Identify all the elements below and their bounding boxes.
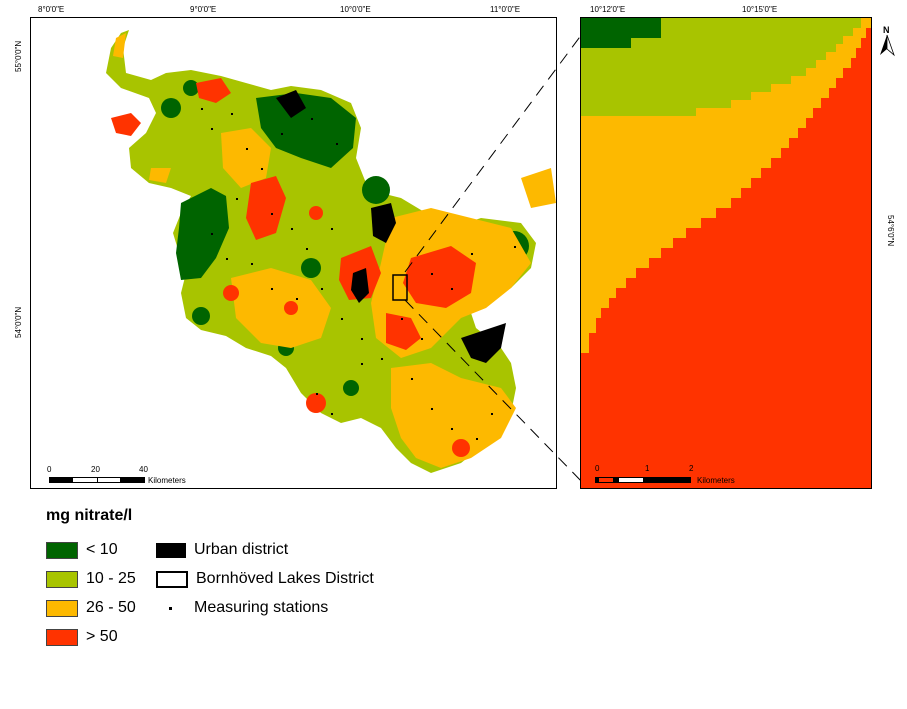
legend-item-26-50: 26 - 50 xyxy=(46,599,136,617)
lon-tick-10e: 10°0'0"E xyxy=(340,5,371,14)
main-scale-unit: Kilometers xyxy=(148,476,186,485)
urban-flensburg xyxy=(276,90,306,118)
measuring-stations xyxy=(201,108,516,440)
legend-swatch-urban xyxy=(156,542,186,558)
zone-mid-c xyxy=(231,268,331,348)
bornhoeved-lakes-rect xyxy=(392,274,408,301)
main-scale-label-20: 20 xyxy=(91,465,100,474)
legend-swatch-26-50 xyxy=(46,599,78,617)
inset-scale-label-2: 2 xyxy=(689,464,694,473)
inset-scale-bar xyxy=(595,477,691,483)
legend-item-lt10: < 10 xyxy=(46,541,118,559)
inset-scale-label-0: 0 xyxy=(595,464,600,473)
legend-label-gt50: > 50 xyxy=(86,628,118,645)
zone-mid-se xyxy=(391,363,516,468)
legend-swatch-10-25 xyxy=(46,570,78,588)
legend-label-10-25: 10 - 25 xyxy=(86,570,136,587)
zone-mid-w xyxy=(221,128,271,188)
legend-item-urban: Urban district xyxy=(156,541,288,559)
legend-swatch-bornhoeved xyxy=(156,570,188,588)
urban-kiel xyxy=(371,203,396,243)
legend-swatch-stations xyxy=(156,601,186,616)
inset-map-canvas xyxy=(581,18,871,488)
inset-lon-tick-1: 10°12'0"E xyxy=(590,5,626,14)
legend-swatch-lt10 xyxy=(46,541,78,559)
legend-item-gt50: > 50 xyxy=(46,628,118,646)
lon-tick-8e: 8°0'0"E xyxy=(38,5,65,14)
inset-scale-unit: Kilometers xyxy=(697,476,735,485)
inset-zone-low xyxy=(581,18,661,48)
north-arrow-label: N xyxy=(883,25,890,35)
legend-item-10-25: 10 - 25 xyxy=(46,570,136,588)
legend-label-26-50: 26 - 50 xyxy=(86,599,136,616)
zone-mid-ne xyxy=(521,168,556,208)
legend-label-lt10: < 10 xyxy=(86,541,118,558)
main-map[interactable]: 0 20 40 Kilometers xyxy=(30,17,557,489)
zone-high-3 xyxy=(403,246,476,308)
legend-swatch-gt50 xyxy=(46,628,78,646)
urban-neumuenster xyxy=(351,268,369,303)
inset-scale-label-1: 1 xyxy=(645,464,650,473)
lon-tick-11e: 11°0'0"E xyxy=(490,5,521,14)
north-arrow-icon xyxy=(880,34,895,57)
urban-luebeck xyxy=(461,323,506,363)
inset-map[interactable]: 0 1 2 Kilometers xyxy=(580,17,872,489)
main-scale-label-40: 40 xyxy=(139,465,148,474)
north-arrow: N xyxy=(878,25,896,59)
main-map-canvas xyxy=(49,30,556,483)
legend-item-stations: Measuring stations xyxy=(156,599,328,617)
legend-label-stations: Measuring stations xyxy=(194,599,329,616)
main-scale-label-0: 0 xyxy=(47,465,52,474)
region-base xyxy=(106,30,536,473)
main-scale-bar xyxy=(49,477,145,483)
zone-high-4 xyxy=(386,313,421,350)
zone-high-1 xyxy=(246,176,286,240)
zone-low-nw xyxy=(176,188,229,280)
legend-label-urban: Urban district xyxy=(194,541,289,558)
lon-tick-9e: 9°0'0"E xyxy=(190,5,217,14)
legend-item-bornhoeved: Bornhöved Lakes District xyxy=(156,570,374,588)
inset-zone-low-mid xyxy=(581,18,861,116)
legend-title: mg nitrate/l xyxy=(46,507,133,524)
zone-low-n xyxy=(256,93,356,168)
inset-lon-tick-2: 10°15'0"E xyxy=(742,5,778,14)
inset-lat-tick: 54°6'0"N xyxy=(886,215,895,247)
legend-label-bornhoeved: Bornhöved Lakes District xyxy=(196,570,374,587)
